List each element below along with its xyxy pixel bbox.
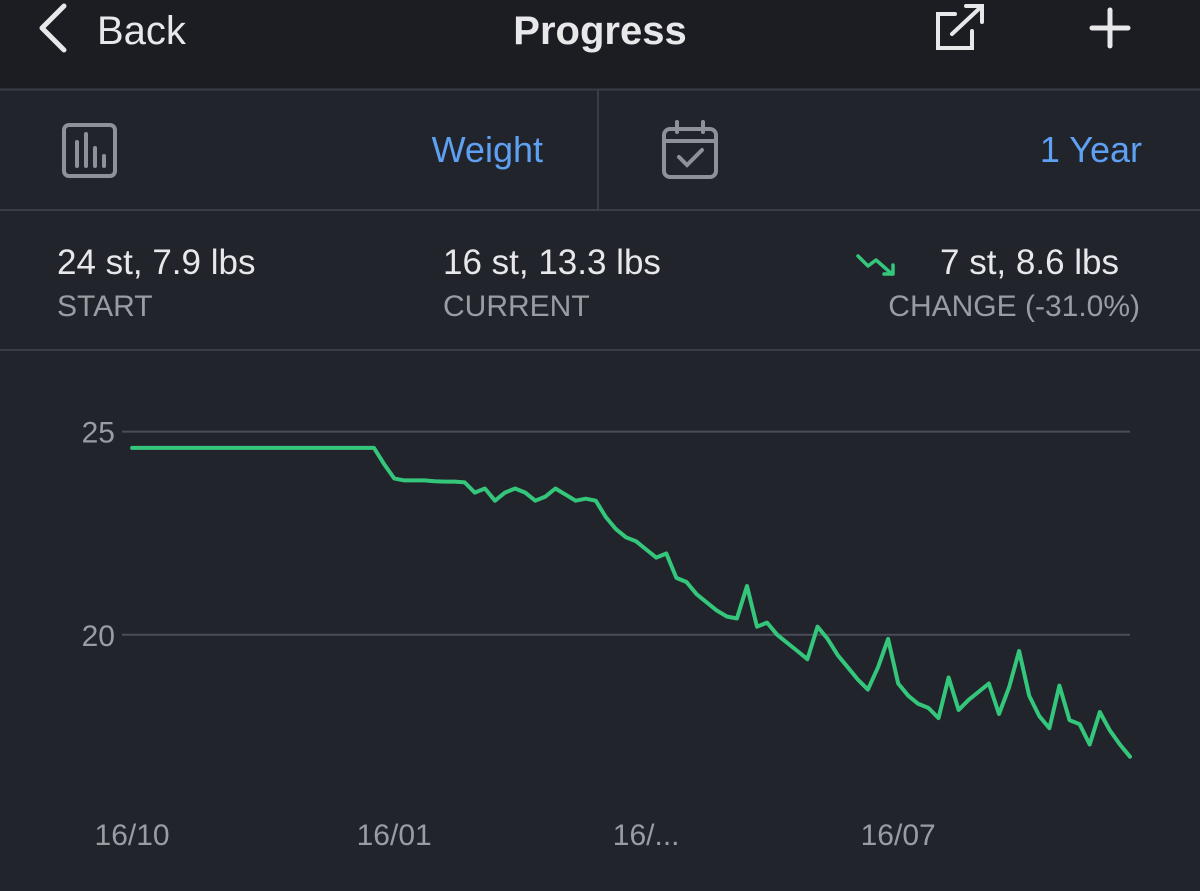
range-label[interactable]: 1 Year <box>1040 129 1142 170</box>
add-button[interactable] <box>1089 7 1131 49</box>
chart-icon <box>62 123 117 178</box>
nav-bar <box>0 0 1200 89</box>
weight-line <box>130 445 1132 759</box>
chart: 20 25 16/10 16/01 16/... 16/07 <box>82 417 1132 852</box>
y-tick-label: 25 <box>82 417 115 450</box>
page-title: Progress <box>513 9 686 53</box>
back-label[interactable]: Back <box>97 9 187 53</box>
share-button[interactable] <box>936 4 984 50</box>
share-arrow <box>950 4 984 36</box>
trend-down-icon <box>856 254 895 276</box>
x-tick-label: 16/10 <box>95 819 170 852</box>
y-tick-label: 20 <box>82 620 115 653</box>
x-tick-label: 16/07 <box>861 819 936 852</box>
stat-value: 7 st, 8.6 lbs <box>940 243 1119 282</box>
stat-value: 16 st, 13.3 lbs <box>443 243 661 282</box>
metric-selector[interactable]: Weight <box>62 123 543 178</box>
x-tick-label: 16/... <box>613 819 680 852</box>
calendar-icon-detail <box>662 120 718 168</box>
metric-label[interactable]: Weight <box>432 129 543 170</box>
stat-label: CURRENT <box>443 290 590 323</box>
range-selector[interactable]: 1 Year <box>662 120 1142 179</box>
back-icon <box>39 3 67 53</box>
back-button[interactable]: Back <box>39 3 187 53</box>
stat-label: CHANGE (-31.0%) <box>888 290 1140 323</box>
stat-label: START <box>57 290 153 323</box>
calendar-icon <box>662 127 718 179</box>
share-box <box>936 12 974 50</box>
chart-icon-bars <box>75 132 106 168</box>
x-tick-label: 16/01 <box>357 819 432 852</box>
stat-value: 24 st, 7.9 lbs <box>57 243 255 282</box>
